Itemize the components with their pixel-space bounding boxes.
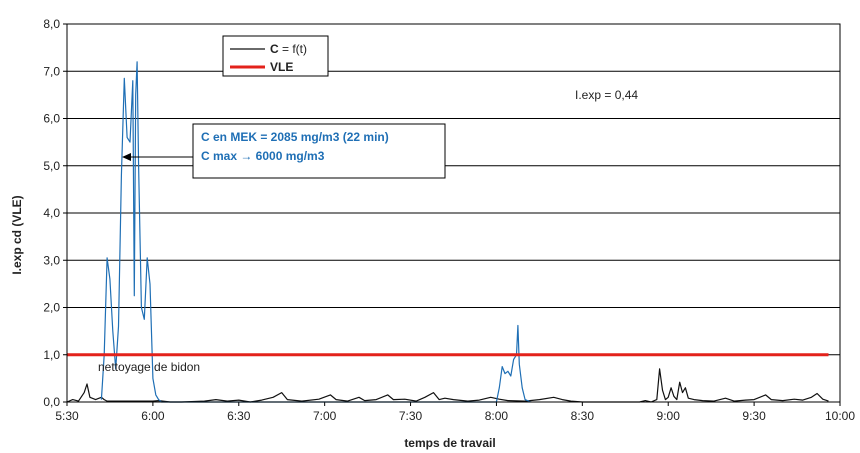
x-tick-label: 8:30 bbox=[571, 409, 595, 423]
iexp-annotation: I.exp = 0,44 bbox=[575, 88, 638, 102]
callout-line-2: C max → 6000 mg/m3 bbox=[201, 149, 325, 163]
callout-line-1: C en MEK = 2085 mg/m3 (22 min) bbox=[201, 130, 389, 144]
legend-label-c: C = f(t) bbox=[270, 42, 307, 56]
plot-frame bbox=[66, 23, 841, 403]
legend-label-vle: VLE bbox=[270, 60, 293, 74]
y-tick-label: 5,0 bbox=[43, 159, 60, 173]
callout-arrowhead-icon bbox=[122, 153, 131, 161]
y-tick-label: 0,0 bbox=[43, 395, 60, 409]
x-tick-labels: 5:30 6:00 6:30 7:00 7:30 8:00 8:30 9:00 9:30 10:0… bbox=[55, 402, 855, 423]
callout: C en MEK = 2085 mg/m3 (22 min) C max → 6… bbox=[122, 123, 446, 179]
x-tick-label: 5:30 bbox=[55, 409, 79, 423]
y-tick-label: 6,0 bbox=[43, 112, 60, 126]
legend-label-c-bold: C bbox=[270, 42, 279, 56]
x-tick-label: 9:00 bbox=[657, 409, 681, 423]
y-tick-label: 1,0 bbox=[43, 348, 60, 362]
legend-box bbox=[222, 35, 329, 77]
series-line-mek bbox=[100, 61, 532, 403]
y-tick-label: 4,0 bbox=[43, 206, 60, 220]
nettoyage-annotation: nettoyage de bidon bbox=[98, 360, 200, 374]
y-axis-title: I.exp cd (VLE) bbox=[10, 195, 24, 274]
y-tick-label: 2,0 bbox=[43, 301, 60, 315]
y-tick-label: 7,0 bbox=[43, 64, 60, 78]
callout-box bbox=[192, 123, 446, 179]
x-tick-label: 10:00 bbox=[825, 409, 855, 423]
y-tick-label: 8,0 bbox=[43, 17, 60, 31]
x-tick-label: 6:30 bbox=[227, 409, 251, 423]
x-tick-label: 7:00 bbox=[313, 409, 337, 423]
y-tick-label: 3,0 bbox=[43, 253, 60, 267]
x-axis-title: temps de travail bbox=[404, 436, 495, 450]
x-tick-label: 6:00 bbox=[141, 409, 165, 423]
legend: C = f(t) VLE bbox=[222, 35, 329, 77]
x-tick-label: 7:30 bbox=[399, 409, 423, 423]
x-tick-label: 9:30 bbox=[742, 409, 766, 423]
legend-label-c-rest: = f(t) bbox=[279, 42, 307, 56]
x-tick-label: 8:00 bbox=[485, 409, 509, 423]
y-tick-labels: 0,0 1,0 2,0 3,0 4,0 5,0 6,0 7,0 8,0 bbox=[43, 17, 67, 409]
